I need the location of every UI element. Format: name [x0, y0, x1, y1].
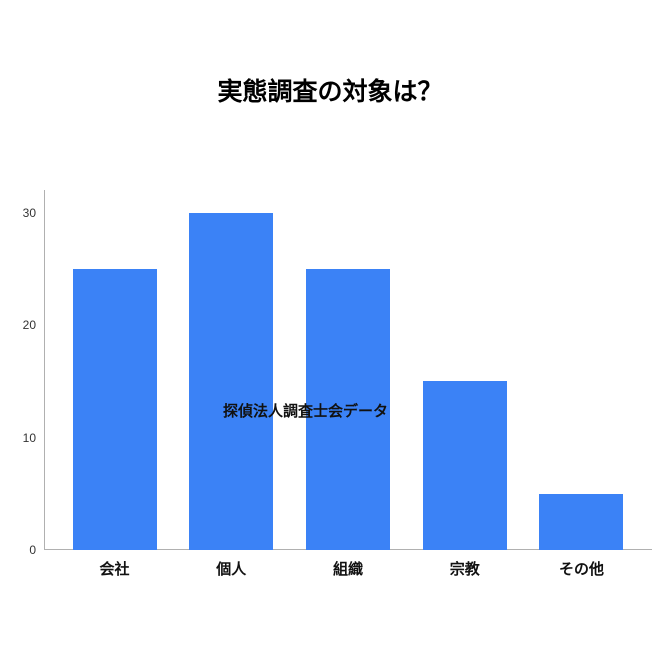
ytick-label: 0 — [6, 543, 36, 557]
chart-container: { "chart": { "type": "bar", "title": "実態… — [0, 0, 660, 660]
bar — [539, 494, 623, 550]
xtick-label: 宗教 — [406, 558, 523, 579]
watermark-text: 探偵法人調査士会データ — [223, 400, 388, 421]
ytick-label: 10 — [6, 431, 36, 445]
ytick-label: 30 — [6, 206, 36, 220]
xtick-label: 組織 — [290, 558, 407, 579]
bar — [189, 213, 273, 551]
bar — [423, 381, 507, 550]
chart-title: 実態調査の対象は？ — [0, 72, 660, 108]
bar — [73, 269, 157, 550]
y-axis-line — [44, 190, 45, 550]
xtick-label: 会社 — [56, 558, 173, 579]
ytick-label: 20 — [6, 318, 36, 332]
xtick-label: その他 — [523, 558, 640, 579]
xtick-label: 個人 — [173, 558, 290, 579]
plot-area: 0102030 会社個人組織宗教その他 — [44, 190, 652, 550]
